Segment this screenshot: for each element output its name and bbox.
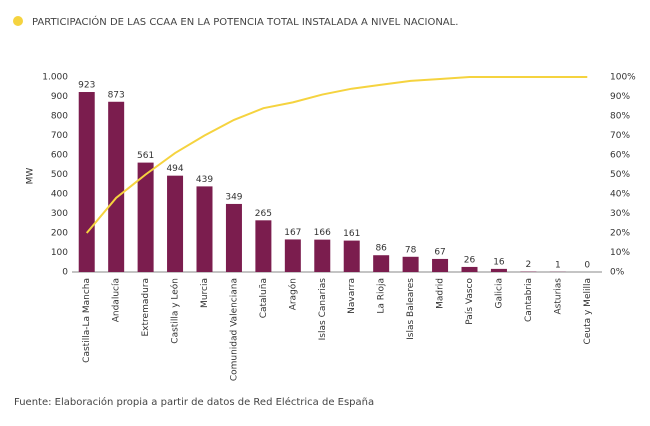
value-label: 67 [434, 247, 445, 257]
value-label: 86 [375, 244, 387, 254]
bar [284, 239, 301, 272]
value-label: 16 [493, 257, 505, 267]
bar [373, 255, 390, 272]
x-tick-label: Andalucía [112, 278, 122, 322]
bar [402, 256, 419, 272]
value-label: 349 [225, 192, 242, 202]
legend-label: PARTICIPACIÓN DE LAS CCAA EN LA POTENCIA… [32, 15, 458, 28]
x-tick-label: País Vasco [465, 278, 475, 325]
y-tick-label: 100 [51, 248, 68, 258]
bar [343, 240, 360, 272]
y2-tick-label: 20% [610, 229, 630, 239]
value-label: 873 [108, 90, 125, 100]
y-tick-label: 700 [51, 131, 68, 141]
bar [225, 203, 242, 272]
y2-tick-label: 0% [610, 268, 625, 278]
y2-tick-label: 80% [610, 112, 630, 122]
x-tick-label: Murcia [200, 278, 210, 308]
y-tick-label: 500 [51, 170, 68, 180]
x-tick-label: La Rioja [377, 278, 387, 314]
value-label: 161 [343, 229, 360, 239]
legend-marker [13, 16, 23, 26]
bar [78, 92, 95, 272]
x-tick-label: Castilla-La Mancha [82, 278, 92, 363]
bar [490, 268, 507, 272]
line [85, 76, 588, 234]
y-tick-label: 800 [51, 112, 68, 122]
bar [461, 266, 478, 272]
x-tick-label: Galicia [494, 278, 504, 308]
y2-tick-label: 100% [610, 73, 636, 83]
bar [108, 101, 125, 272]
bar [167, 175, 184, 272]
y2-tick-label: 50% [610, 170, 630, 180]
bar [432, 258, 449, 272]
y2-tick-label: 70% [610, 131, 630, 141]
value-label: 0 [584, 261, 590, 271]
value-label: 923 [78, 81, 95, 91]
y-tick-label: 600 [51, 151, 68, 161]
x-tick-label: Cataluña [259, 278, 269, 318]
y-axis-label: MW [26, 168, 36, 185]
x-tick-label: Cantabria [524, 278, 534, 322]
bar [196, 186, 213, 272]
y2-tick-label: 30% [610, 209, 630, 219]
y-tick-label: 300 [51, 209, 68, 219]
y2-tick-label: 40% [610, 190, 630, 200]
x-tick-label: Asturias [553, 278, 563, 315]
source: Fuente: Elaboración propia a partir de d… [14, 396, 374, 408]
value-label: 2 [526, 260, 532, 270]
y-tick-label: 400 [51, 190, 68, 200]
y-tick-label: 0 [62, 268, 68, 278]
y2-tick-label: 10% [610, 248, 630, 258]
x-tick-label: Madrid [436, 278, 446, 309]
x-tick-label: Islas Canarias [318, 278, 328, 341]
y-tick-label: 200 [51, 229, 68, 239]
x-tick-label: Castilla y León [170, 278, 181, 344]
bar [314, 239, 331, 272]
value-label: 265 [255, 209, 272, 219]
value-label: 26 [464, 255, 476, 265]
y2-tick-label: 60% [610, 151, 630, 161]
value-label: 439 [196, 175, 213, 185]
value-label: 1 [555, 260, 561, 270]
value-label: 494 [166, 164, 183, 174]
value-label: 166 [314, 228, 331, 238]
y-tick-label: 1.000 [42, 73, 68, 83]
value-label: 561 [137, 151, 154, 161]
x-tick-label: Ceuta y Melilla [583, 278, 593, 344]
y2-tick-label: 90% [610, 92, 630, 102]
x-tick-label: Comunidad Valenciana [229, 278, 239, 381]
x-tick-label: Navarra [347, 278, 357, 314]
value-label: 167 [284, 228, 301, 238]
x-tick-label: Islas Baleares [406, 278, 416, 340]
bar [137, 162, 154, 272]
x-tick-label: Extremadura [141, 278, 151, 337]
bar [255, 220, 272, 272]
y-tick-label: 900 [51, 92, 68, 102]
x-tick-label: Aragón [287, 278, 298, 310]
value-label: 78 [405, 245, 417, 255]
